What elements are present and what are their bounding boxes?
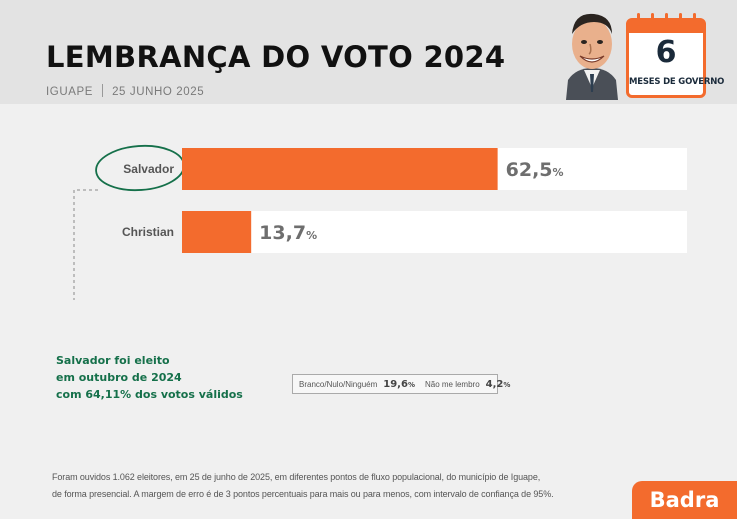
other-label-dont-remember: Não me lembro: [424, 379, 480, 389]
brand-logo: Badra: [632, 481, 737, 519]
annotation-line: com 64,11% dos votos válidos: [56, 388, 243, 401]
category-label: Christian: [122, 225, 174, 239]
category-label: Salvador: [123, 162, 174, 176]
annotation-connector: [73, 189, 98, 300]
calendar-number: 6: [655, 35, 677, 70]
date-label: 25 JUNHO 2025: [112, 86, 205, 98]
annotation-line: em outubro de 2024: [56, 371, 182, 384]
calendar-label: MESES DE GOVERNO: [629, 77, 725, 87]
page-subtitle: IGUAPE 25 JUNHO 2025: [46, 84, 204, 98]
subtitle-divider: [102, 84, 104, 97]
bar-salvador: [182, 148, 498, 190]
calendar-ring: [693, 13, 696, 26]
other-label-blank-null: Branco/Nulo/Ninguém: [299, 379, 378, 389]
calendar-ring: [665, 13, 668, 26]
footnote-line: de forma presencial. A margem de erro é …: [52, 489, 554, 499]
header: LEMBRANÇA DO VOTO 2024 IGUAPE 25 JUNHO 20…: [0, 0, 737, 104]
calendar-badge: 6 MESES DE GOVERNO: [626, 13, 725, 98]
other-value-blank-null: 19,6%: [383, 378, 415, 390]
value-label: 13,7%: [259, 222, 317, 244]
annotation-text: Salvador foi eleito em outubro de 2024 c…: [56, 352, 243, 403]
calendar-header-strip: [629, 21, 703, 33]
bar-christian: [182, 211, 252, 253]
calendar-ring: [637, 13, 640, 26]
footnote-line: Foram ouvidos 1.062 eleitores, em 25 de …: [52, 472, 541, 482]
calendar-ring: [651, 13, 654, 26]
bar-track: [182, 211, 687, 253]
bar-chart: Salvador 62,5% Christian 13,7%: [73, 144, 687, 300]
location-label: IGUAPE: [46, 86, 94, 98]
page-title: LEMBRANÇA DO VOTO 2024: [46, 40, 506, 74]
other-value-dont-remember: 4,2%: [485, 378, 511, 390]
methodology-note: Foram ouvidos 1.062 eleitores, em 25 de …: [52, 469, 554, 503]
mayor-caricature: [566, 13, 618, 100]
annotation-line: Salvador foi eleito: [56, 354, 170, 367]
calendar-ring: [679, 13, 682, 26]
value-label: 62,5%: [506, 159, 564, 181]
other-responses-box: Branco/Nulo/Ninguém 19,6% Não me lembro …: [292, 374, 510, 394]
